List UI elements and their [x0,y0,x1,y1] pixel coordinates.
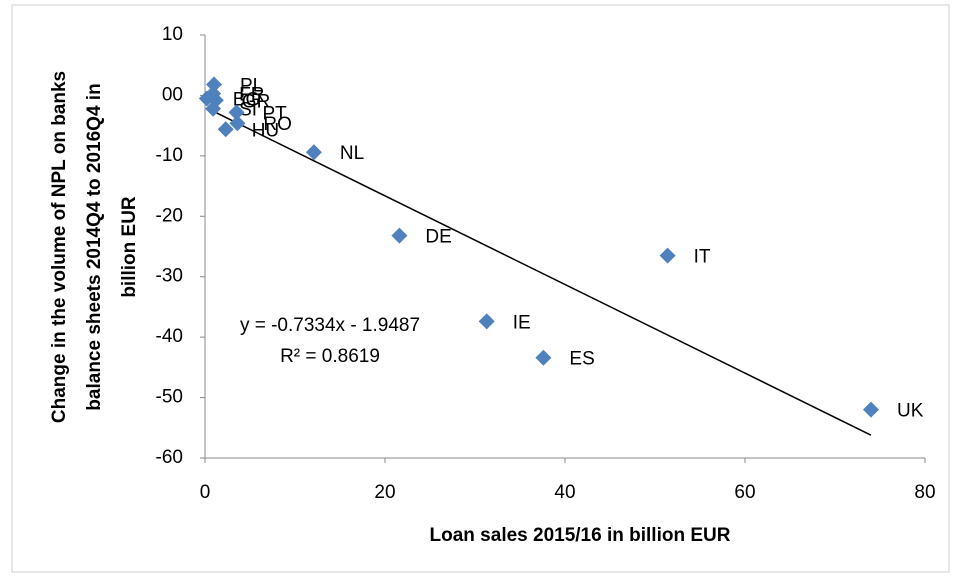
x-axis-title: Loan sales 2015/16 in billion EUR [430,525,731,546]
data-point [305,144,322,161]
point-label: BG [233,89,260,110]
x-tick-label: 20 [374,482,395,503]
data-point [863,401,879,418]
y-tick-label: -20 [156,205,183,226]
trendline [206,107,872,436]
x-tick-label: 40 [554,482,575,503]
data-point [206,76,222,93]
chart-border [11,4,950,573]
point-label: IE [513,312,531,333]
y-axis-title: Change in the volume of NPL on banks [49,71,70,423]
data-point [659,247,676,264]
y-axis-title: balance sheets 2014Q4 to 2016Q4 in [84,83,105,410]
point-label: PT [263,103,288,124]
y-tick-label: -60 [156,447,183,468]
x-tick-label: 60 [734,482,755,503]
data-point [391,227,408,244]
point-label: NL [340,143,364,164]
point-label: ES [569,349,594,370]
data-point [217,121,234,138]
y-tick-label: 10 [162,24,183,45]
point-label: UK [897,401,924,422]
point-label: HU [252,120,279,141]
y-tick-label: -10 [156,145,183,166]
trendline-r-squared: R² = 0.8619 [280,346,380,367]
data-point [535,349,552,366]
point-label: PL [240,76,263,97]
data-point [229,115,246,132]
data-point [228,104,245,121]
y-tick-label: -40 [156,326,183,347]
point-label: DE [425,227,451,248]
y-tick-label: -30 [156,266,183,287]
point-label: SI [239,100,257,121]
y-axis-title: billion EUR [119,196,140,298]
data-point [478,313,495,330]
y-tick-label: -50 [156,387,183,408]
point-label: FR [239,85,264,106]
x-tick-label: 80 [914,482,935,503]
data-point [205,100,222,117]
data-point [198,90,215,107]
point-label: IT [694,247,711,268]
trendline-equation: y = -0.7334x - 1.9487 [240,315,420,336]
y-tick-label: 00 [162,84,183,105]
x-tick-label: 0 [200,482,211,503]
point-label: RO [263,114,292,135]
point-label: GR [242,91,270,112]
